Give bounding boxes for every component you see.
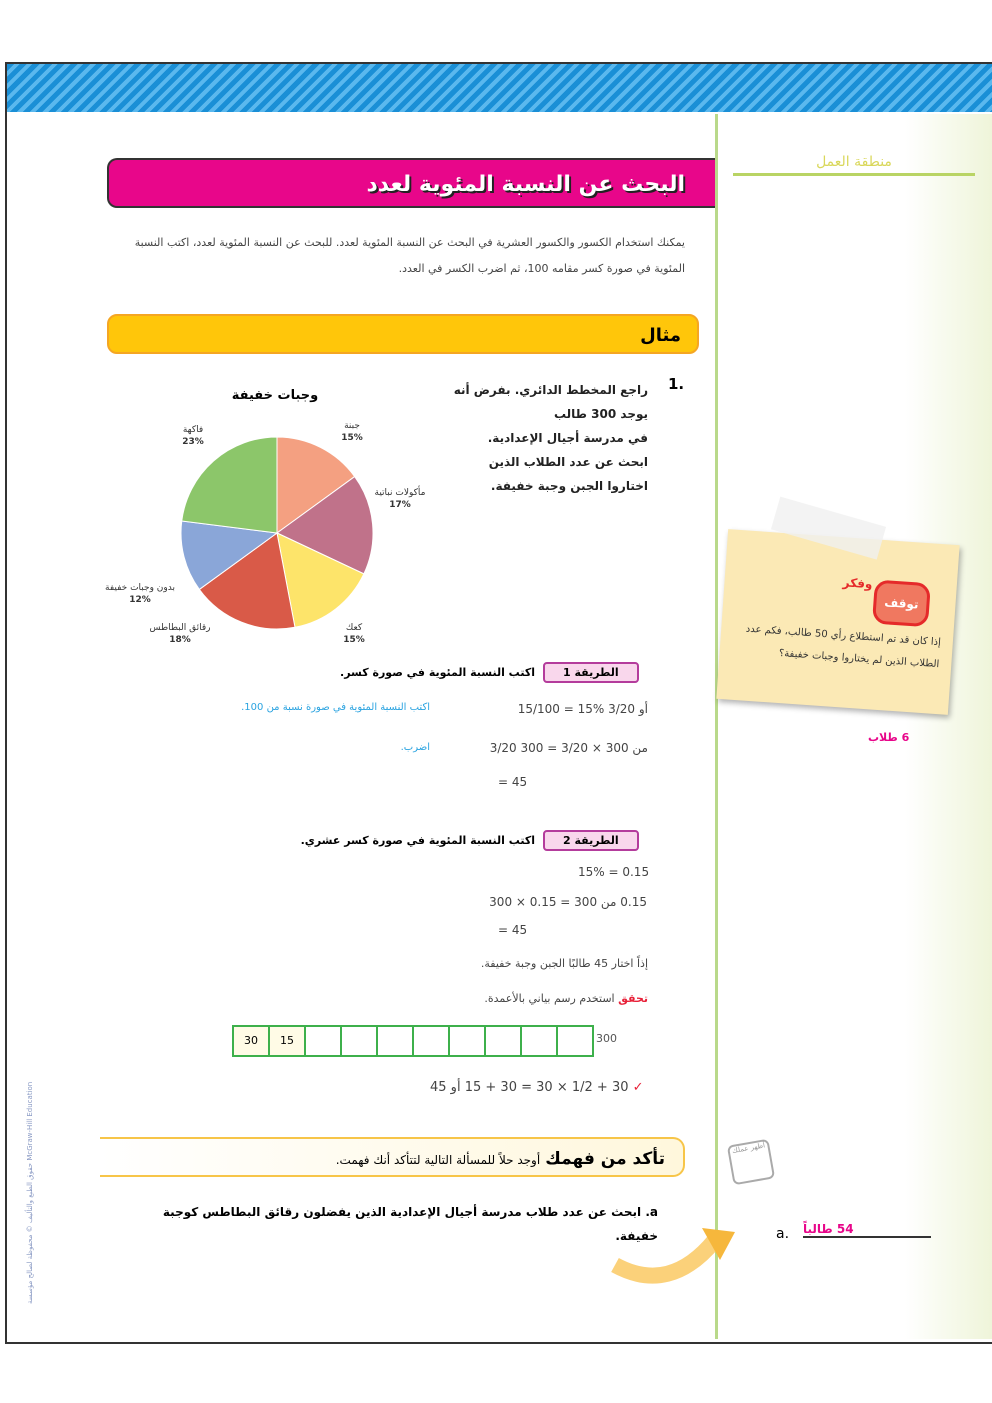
slice-value: 15% (341, 433, 363, 443)
workspace-title: منطقة العمل (733, 154, 975, 176)
copyright-text: حقوق الطبع والتأليف © محفوظة لصالح مؤسسة… (26, 1081, 34, 1304)
check-title: تأكد من فهمك (545, 1149, 665, 1169)
slice-name: فاكهة (182, 425, 204, 435)
pie-slice (181, 436, 278, 534)
sticky-subtitle: وفكر (842, 575, 873, 592)
question-line: راجع المخطط الدائري. بفرض أنه (453, 383, 648, 397)
method1-line2: 3/20 من 300 × 3/20 = 300 (489, 741, 648, 755)
slice-value: 15% (343, 635, 365, 645)
slice-name: مأكولات نباتية (374, 488, 426, 498)
check-question: ابحث عن عدد طلاب مدرسة أجيال الإعدادية ا… (162, 1205, 658, 1243)
slice-name: جبنة (344, 421, 360, 431)
pie-label: بدون وجبات خفيفة 12% (100, 582, 180, 606)
pie-label: كعك 15% (314, 622, 394, 646)
method2-line2: 0.15 من 300 = 0.15 × 300 (489, 895, 647, 909)
question-letter: a. (645, 1205, 658, 1219)
pie-slice (180, 520, 279, 591)
slice-name: كعك (345, 623, 363, 633)
slice-value: 12% (129, 595, 151, 605)
method1-note2: اضرب. (400, 742, 430, 753)
conclusion: إذاً اختار 45 طالبًا الجبن وجبة خفيفة. (480, 957, 648, 970)
check-label: تحقق (618, 992, 648, 1005)
bar-cell (448, 1027, 484, 1055)
verify-equation: 30 + 1/2 × 30 = 30 + 15 أو 45 (430, 1080, 629, 1095)
question-line: يوجد 300 طالب (553, 407, 648, 421)
answer-field[interactable]: 54 طالباً (803, 1222, 931, 1238)
bar-cell (556, 1027, 592, 1055)
method1-desc: اكتب النسبة المئوية في صورة كسر. (340, 666, 535, 679)
check-understanding-banner: تأكد من فهمك أوجد حلاً للمسألة التالية ل… (100, 1137, 685, 1177)
slice-value: 17% (389, 500, 411, 510)
show-work-icon: أظهر عملك (726, 1138, 776, 1186)
bar-cell (520, 1027, 556, 1055)
verify-line: ✓ 30 + 1/2 × 30 = 30 + 15 أو 45 (430, 1080, 644, 1095)
answer-letter: a. (776, 1226, 790, 1242)
bar-cell: 30 (234, 1027, 268, 1055)
stop-and-think-note: توقف وفكر إذا كان قد تم استطلاع رأي 50 ط… (716, 496, 960, 715)
bar-cell (340, 1027, 376, 1055)
pie-slice (198, 532, 296, 630)
lesson-title: البحث عن النسبة المئوية لعدد (107, 158, 715, 208)
method2-badge: الطريقة 2 (543, 830, 639, 851)
stop-sign-icon: توقف (871, 579, 931, 628)
bar-model: 30 15 (232, 1025, 594, 1057)
question-text: راجع المخطط الدائري. بفرض أنه يوجد 300 ط… (440, 378, 648, 498)
pie-label: فاكهة 23% (153, 424, 233, 448)
question-line: في مدرسة أجيال الإعدادية. (487, 431, 648, 445)
slice-value: 23% (182, 437, 204, 447)
method1-line1: 15/100 = 15% أو 3/20 (517, 702, 648, 716)
bar-cell (412, 1027, 448, 1055)
check-question-block: a. ابحث عن عدد طلاب مدرسة أجيال الإعدادي… (140, 1200, 658, 1248)
method1-result: = 45 (498, 775, 528, 789)
slice-name: بدون وجبات خفيفة (105, 583, 175, 593)
pie-label: مأكولات نباتية 17% (360, 487, 440, 511)
pie-slice (276, 475, 374, 575)
bar-cell (484, 1027, 520, 1055)
question-line: اختاروا الجبن وجبة خفيفة. (490, 479, 648, 493)
bar-total: 300 (596, 1032, 617, 1045)
question-line: ابحث عن عدد الطلاب الذين (488, 455, 648, 469)
bar-cell: 15 (268, 1027, 304, 1055)
pie-label: جبنة 15% (312, 420, 392, 444)
question-number: 1. (668, 375, 685, 393)
method2-result: = 45 (498, 923, 528, 937)
check-line: تحقق استخدم رسم بياني بالأعمدة. (300, 992, 648, 1005)
answer-value: 54 طالباً (803, 1222, 854, 1236)
pie-label: رقائق البطاطس 18% (140, 622, 220, 646)
method1-note1: اكتب النسبة المئوية في صورة نسبة من 100. (241, 702, 430, 713)
sticky-text: إذا كان قد تم استطلاع رأي 50 طالب، فكم ع… (745, 623, 942, 671)
slice-name: رقائق البطاطس (149, 623, 211, 633)
check-instructions: أوجد حلاً للمسألة التالية لتتأكد أنك فهم… (335, 1153, 541, 1167)
slice-value: 18% (169, 635, 191, 645)
method2-line1: 15% = 0.15 (578, 865, 650, 879)
bar-cell (376, 1027, 412, 1055)
intro-text: يمكنك استخدام الكسور والكسور العشرية في … (134, 236, 685, 275)
pie-chart (180, 436, 374, 630)
sticky-answer: 6 طلاب (868, 731, 910, 744)
method1-badge: الطريقة 1 (543, 662, 639, 683)
bar-cell (304, 1027, 340, 1055)
pie-slice (276, 532, 365, 628)
pie-slice (276, 436, 356, 534)
example-header: مثال (107, 314, 699, 354)
chart-title: وجبات خفيفة (231, 388, 319, 403)
check-mark-icon: ✓ (632, 1080, 644, 1095)
method2-desc: اكتب النسبة المئوية في صورة كسر عشري. (300, 834, 535, 847)
arrow-icon (611, 1228, 735, 1284)
check-text: استخدم رسم بياني بالأعمدة. (484, 992, 615, 1005)
header-stripe (7, 64, 992, 112)
workspace-panel: منطقة العمل 6 طلاب أظهر عملك a. 54 طالبا… (715, 114, 992, 1339)
